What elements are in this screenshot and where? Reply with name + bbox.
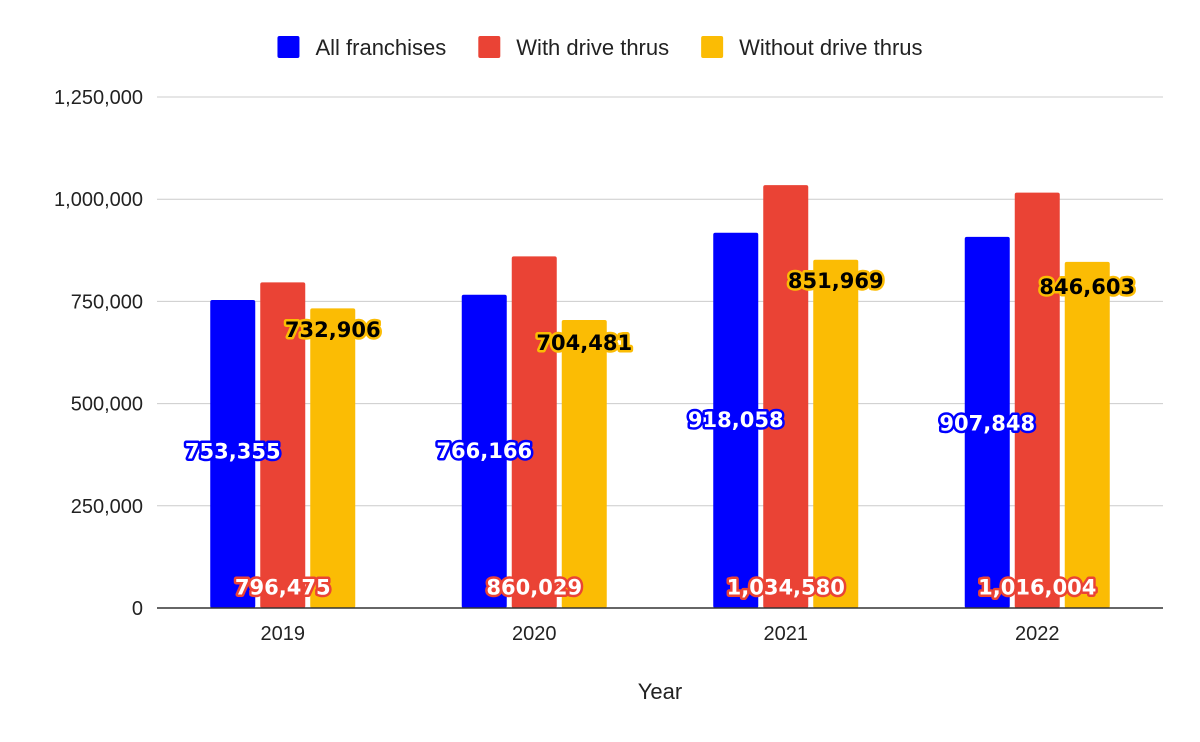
bar-2020-2 — [561, 320, 607, 608]
bar-2020-1 — [511, 256, 557, 608]
data-label: 860,029 — [486, 575, 582, 599]
y-tick-label: 1,250,000 — [54, 87, 143, 109]
x-axis-title: Year — [638, 679, 682, 704]
data-label: 796,475 — [235, 575, 331, 599]
bar-2021-1 — [763, 185, 809, 608]
y-tick-label: 250,000 — [71, 496, 143, 518]
data-label: 766,166 — [436, 439, 532, 463]
legend-label: Without drive thrus — [739, 35, 922, 60]
x-tick-label: 2020 — [512, 623, 557, 645]
legend-item[interactable]: Without drive thrus — [701, 35, 923, 60]
data-label: 1,016,004 — [978, 575, 1096, 599]
data-label: 918,058 — [688, 408, 784, 432]
legend-swatch — [277, 36, 300, 58]
bar-2022-1 — [1014, 192, 1060, 608]
legend-swatch — [478, 36, 501, 58]
legend-label: All franchises — [315, 35, 446, 60]
legend-item[interactable]: All franchises — [277, 35, 446, 60]
bar-2019-0 — [210, 300, 256, 608]
data-label: 732,906 — [285, 318, 381, 342]
gridlines — [157, 96, 1163, 507]
data-label: 704,481 — [536, 331, 632, 355]
y-tick-label: 750,000 — [71, 291, 143, 313]
x-tick-label: 2022 — [1015, 623, 1060, 645]
legend-item[interactable]: With drive thrus — [478, 35, 669, 60]
bar-2021-0 — [713, 232, 759, 609]
data-label: 907,848 — [939, 411, 1035, 435]
y-tick-label: 0 — [132, 598, 143, 620]
legend-swatch — [701, 36, 724, 58]
bars — [210, 185, 1110, 609]
x-tick-label: 2021 — [764, 623, 809, 645]
y-tick-label: 500,000 — [71, 394, 143, 416]
legend-label: With drive thrus — [516, 35, 669, 60]
bar-2021-2 — [813, 259, 859, 608]
bar-2019-1 — [260, 282, 306, 608]
data-label: 753,355 — [185, 440, 281, 464]
legend: All franchises With drive thrus Without dr… — [277, 35, 923, 60]
data-labels: 753,355 796,475 732,906 766,166 860,029 704,4… — [182, 267, 1137, 602]
bar-2022-0 — [964, 236, 1010, 608]
bar-2020-0 — [461, 294, 507, 608]
bar-2022-2 — [1064, 261, 1110, 608]
data-label: 851,969 — [788, 269, 884, 293]
bar-2019-2 — [310, 308, 356, 608]
axes: 0 250,000 500,000 750,000 1,000,000 1,250,000… — [54, 87, 1163, 645]
data-label: 1,034,580 — [727, 575, 845, 599]
x-tick-label: 2019 — [261, 623, 306, 645]
y-tick-label: 1,000,000 — [54, 189, 143, 211]
data-label: 846,603 — [1039, 275, 1135, 299]
